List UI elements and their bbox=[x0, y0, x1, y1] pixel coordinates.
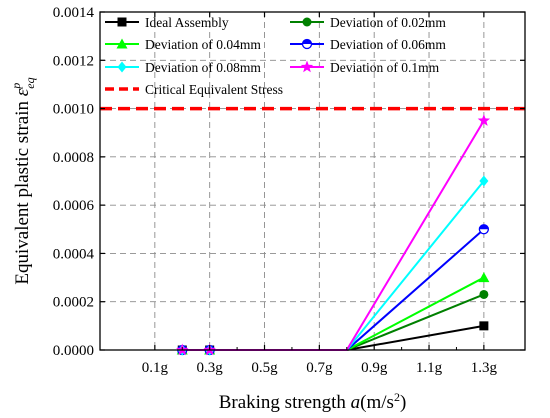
legend-label: Deviation of 0.02mm bbox=[330, 15, 446, 30]
legend-label: Deviation of 0.1mm bbox=[330, 60, 440, 75]
y-tick-label: 0.0010 bbox=[53, 102, 94, 118]
x-tick-label: 0.9g bbox=[361, 360, 388, 376]
x-tick-label: 0.1g bbox=[142, 360, 169, 376]
y-axis-title-subscript: eq bbox=[23, 77, 37, 88]
plot-frame bbox=[99, 11, 526, 351]
x-axis-title-main: Braking strength bbox=[219, 392, 351, 413]
legend-swatch-marker bbox=[117, 17, 127, 27]
marker-half-circle-fill bbox=[479, 224, 489, 230]
legend-label: Ideal Assembly bbox=[145, 15, 229, 30]
legend-item: Critical Equivalent Stress bbox=[105, 82, 283, 97]
y-tick-label: 0.0002 bbox=[53, 295, 94, 311]
data-point-marker bbox=[478, 224, 490, 235]
data-point-marker bbox=[479, 289, 489, 299]
y-axis-title-main: Equivalent plastic strain bbox=[12, 96, 33, 284]
legend-item: Deviation of 0.06mm bbox=[290, 37, 446, 52]
x-tick-label: 1.1g bbox=[416, 360, 443, 376]
data-point-marker bbox=[479, 321, 489, 331]
data-point-marker bbox=[478, 272, 490, 283]
data-point-marker bbox=[479, 175, 489, 187]
y-axis-title: Equivalent plastic strain εpeq bbox=[9, 77, 37, 284]
y-axis-title-variable: ε bbox=[12, 88, 33, 96]
legend-item: Deviation of 0.04mm bbox=[105, 37, 261, 52]
legend-swatch-marker bbox=[301, 38, 313, 50]
legend-swatch-marker bbox=[300, 60, 314, 73]
y-tick-label: 0.0012 bbox=[53, 53, 94, 69]
legend-label: Deviation of 0.04mm bbox=[145, 37, 261, 52]
data-point-marker bbox=[477, 114, 491, 126]
y-tick-label: 0.0014 bbox=[53, 5, 95, 21]
y-tick-label: 0.0004 bbox=[53, 246, 95, 262]
x-axis-title-variable: a bbox=[351, 392, 361, 413]
legend-item: Ideal Assembly bbox=[105, 15, 229, 30]
x-tick-label: 0.3g bbox=[197, 360, 224, 376]
legend-item: Deviation of 0.08mm bbox=[105, 60, 261, 75]
x-tick-label: 0.7g bbox=[306, 360, 333, 376]
x-tick-label: 0.5g bbox=[251, 360, 278, 376]
x-axis-title: Braking strength a(m/s2) bbox=[219, 390, 407, 413]
x-axis-title-unit: (m/s bbox=[360, 392, 394, 413]
legend: Ideal Assembly Deviation of 0.02mm Deviati… bbox=[105, 15, 446, 97]
legend-swatch-marker bbox=[302, 17, 312, 27]
legend-swatch-marker bbox=[117, 61, 127, 73]
legend-label: Deviation of 0.06mm bbox=[330, 37, 446, 52]
x-axis-title-unit-close: ) bbox=[400, 392, 406, 413]
y-tick-label: 0.0006 bbox=[53, 198, 95, 214]
legend-item: Deviation of 0.1mm bbox=[290, 60, 440, 75]
axis-ticks: 0.1g 0.3g 0.5g 0.7g 0.9g 1.1g 1.3g 0.0000 0.0002… bbox=[53, 5, 525, 376]
legend-item: Deviation of 0.02mm bbox=[290, 15, 446, 30]
y-axis-title-superscript: p bbox=[9, 83, 23, 90]
legend-label: Critical Equivalent Stress bbox=[145, 82, 283, 97]
legend-swatch-marker bbox=[116, 38, 128, 49]
legend-label: Deviation of 0.08mm bbox=[145, 60, 261, 75]
x-tick-label: 1.3g bbox=[471, 360, 498, 376]
y-tick-label: 0.0000 bbox=[53, 343, 94, 359]
marker-half-circle-fill bbox=[302, 39, 312, 44]
x-axis-title-unit-exponent: 2 bbox=[394, 390, 400, 404]
y-tick-label: 0.0008 bbox=[53, 150, 94, 166]
